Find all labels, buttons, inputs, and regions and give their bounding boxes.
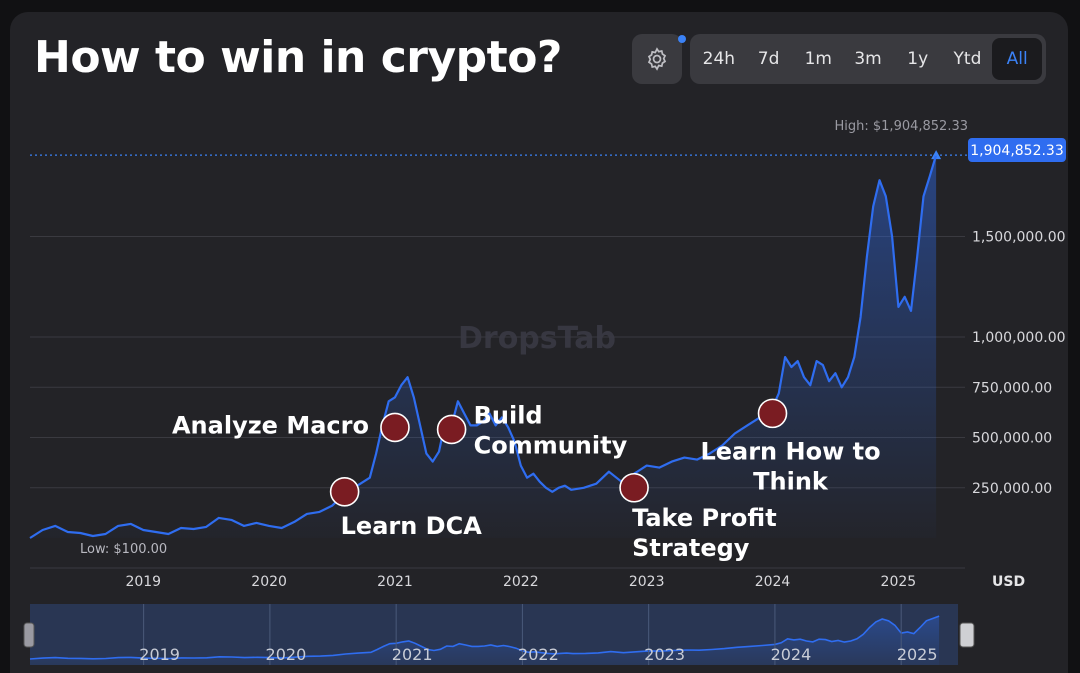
navigator-right-handle[interactable] (959, 622, 975, 648)
time-range-selector: 24h 7d 1m 3m 1y Ytd All (690, 34, 1046, 84)
range-3m-button[interactable]: 3m (854, 49, 882, 69)
high-value-label: 1,904,852.33 (970, 143, 1064, 159)
annotation-label: Analyze Macro (172, 411, 369, 439)
x-tick-label: 2024 (755, 574, 791, 590)
x-tick-label: 2022 (503, 574, 539, 590)
currency-label: USD (992, 574, 1025, 590)
navigator-tick-label: 2021 (392, 645, 433, 664)
annotation-label: Learn How to (700, 437, 880, 465)
y-tick-label: 750,000.00 (972, 380, 1052, 396)
y-tick-label: 500,000.00 (972, 431, 1052, 447)
low-label: Low: $100.00 (80, 542, 167, 557)
price-line (29, 154, 938, 539)
annotation-marker[interactable] (757, 398, 788, 429)
range-all-button[interactable]: All (992, 38, 1043, 80)
settings-button[interactable] (632, 34, 682, 84)
range-ytd-button[interactable]: Ytd (953, 49, 982, 69)
navigator-tick-label: 2024 (771, 645, 812, 664)
x-tick-label: 2020 (251, 574, 287, 590)
annotation-label: Learn DCA (341, 512, 483, 540)
annotation-label: Think (753, 467, 829, 495)
range-1y-button[interactable]: 1y (907, 49, 929, 69)
annotation-label: Community (474, 431, 628, 459)
annotation-marker[interactable] (329, 476, 360, 507)
navigator-tick-label: 2022 (518, 645, 559, 664)
navigator-tick-label: 2019 (139, 645, 180, 664)
navigator-tick-label: 2023 (644, 645, 685, 664)
navigator-left-handle[interactable] (23, 622, 35, 648)
page-title: How to win in crypto? (34, 32, 562, 83)
range-1m-button[interactable]: 1m (804, 49, 832, 69)
chart-card: How to win in crypto? 24h 7d 1m 3m 1y Yt… (10, 12, 1068, 673)
navigator-tick-label: 2020 (266, 645, 307, 664)
range-7d-button[interactable]: 7d (757, 49, 780, 69)
annotation-label: Take Profit (632, 504, 777, 532)
y-tick-label: 1,000,000.00 (972, 330, 1066, 346)
navigator-line (29, 615, 940, 660)
high-label: High: $1,904,852.33 (835, 119, 969, 134)
navigator-tick-label: 2025 (897, 645, 938, 664)
gear-icon (647, 47, 667, 71)
y-tick-label: 250,000.00 (972, 481, 1052, 497)
annotation-marker[interactable] (380, 412, 410, 443)
price-chart: DropsTab High: $1,904,852.33 1,904,852.3… (23, 119, 1066, 665)
x-tick-label: 2025 (881, 574, 917, 590)
y-tick-label: 1,500,000.00 (972, 230, 1066, 246)
x-tick-label: 2019 (125, 574, 161, 590)
annotation-marker[interactable] (436, 414, 467, 445)
navigator-area (30, 616, 940, 665)
x-tick-label: 2021 (377, 574, 413, 590)
high-value-badge (968, 138, 1066, 162)
x-tick-label: 2023 (629, 574, 665, 590)
annotation-marker[interactable] (619, 472, 649, 503)
price-area (30, 155, 937, 538)
watermark: DropsTab (458, 321, 616, 356)
notification-dot (678, 35, 686, 43)
annotation-label: Build (474, 401, 543, 429)
range-24h-button[interactable]: 24h (702, 49, 736, 69)
annotation-label: Strategy (632, 534, 750, 562)
